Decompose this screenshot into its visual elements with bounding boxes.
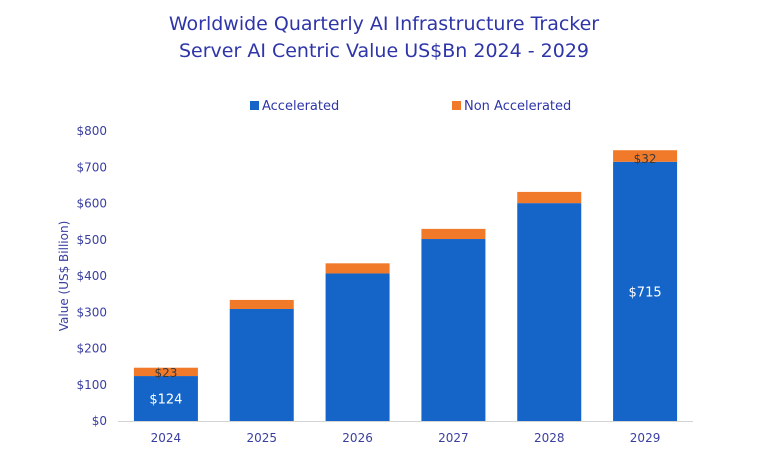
bar-non-accelerated <box>325 263 390 274</box>
y-tick-label: $400 <box>76 269 107 283</box>
bar-non-accelerated <box>517 191 582 204</box>
x-tick-label: 2028 <box>534 431 565 445</box>
x-tick-label: 2025 <box>246 431 277 445</box>
x-tick-label: 2024 <box>151 431 182 445</box>
bar-accelerated <box>517 203 582 421</box>
bar-non-accelerated <box>229 299 294 309</box>
bar-non-accelerated <box>421 228 486 240</box>
bar-accelerated <box>325 273 390 421</box>
y-axis-label: Value (US$ Billion) <box>57 221 71 332</box>
bar-accelerated <box>421 239 486 421</box>
y-tick-label: $800 <box>76 124 107 138</box>
y-tick-label: $700 <box>76 160 107 174</box>
legend-label: Non Accelerated <box>464 99 571 114</box>
bar-accelerated <box>229 308 294 421</box>
bar-non-accelerated <box>613 150 678 162</box>
x-tick-label: 2029 <box>630 431 661 445</box>
data-label-non-accelerated: $23 <box>154 366 177 380</box>
y-tick-label: $0 <box>92 414 107 428</box>
data-label-accelerated: $124 <box>149 393 182 408</box>
bar-accelerated <box>133 376 198 421</box>
data-label-accelerated: $715 <box>629 285 662 300</box>
y-tick-label: $200 <box>76 342 107 356</box>
chart-subtitle: Server AI Centric Value US$Bn 2024 - 202… <box>178 40 590 62</box>
y-tick-label: $100 <box>76 378 107 392</box>
y-tick-label: $300 <box>76 305 107 319</box>
data-label-non-accelerated: $32 <box>634 152 657 166</box>
x-tick-label: 2027 <box>438 431 469 445</box>
bar-non-accelerated <box>133 367 198 377</box>
legend-swatch <box>250 101 259 110</box>
chart-title: Worldwide Quarterly AI Infrastructure Tr… <box>168 13 600 35</box>
y-tick-label: $600 <box>76 197 107 211</box>
legend-label: Accelerated <box>262 99 339 114</box>
legend-swatch <box>452 101 461 110</box>
bar-accelerated <box>613 161 678 421</box>
x-tick-label: 2026 <box>342 431 373 445</box>
y-tick-label: $500 <box>76 233 107 247</box>
